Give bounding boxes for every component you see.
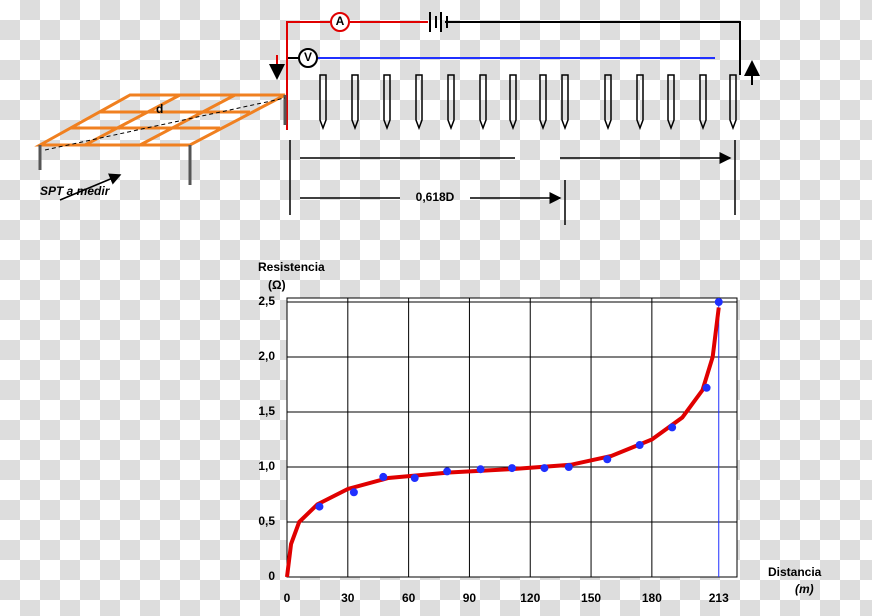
plot-area — [287, 298, 737, 577]
point — [508, 464, 516, 472]
point — [603, 455, 611, 463]
ammeter-label: A — [336, 14, 345, 28]
y-tick-label: 2,5 — [258, 294, 275, 308]
point — [636, 441, 644, 449]
x-tick-label: 120 — [520, 591, 540, 605]
point — [443, 467, 451, 475]
y-tick-label: 0 — [268, 569, 275, 583]
point — [703, 384, 711, 392]
page: A V d SPT a medir 0,618D Resistencia (Ω)… — [0, 0, 872, 616]
circuit — [40, 12, 752, 225]
x-tick-label: 60 — [402, 591, 416, 605]
point — [379, 473, 387, 481]
figure: A V d SPT a medir 0,618D Resistencia (Ω)… — [0, 0, 872, 616]
x-tick-label: 180 — [642, 591, 662, 605]
y-axis-label: Resistencia — [258, 260, 325, 274]
point — [315, 503, 323, 511]
x-axis-label: Distancia — [768, 565, 822, 579]
point — [715, 298, 723, 306]
point — [565, 463, 573, 471]
voltmeter-label: V — [304, 50, 312, 64]
x-tick-label: 0 — [284, 591, 291, 605]
y-tick-label: 2,0 — [258, 349, 275, 363]
grid-label: SPT a medir — [40, 184, 111, 198]
point — [477, 465, 485, 473]
y-tick-label: 1,5 — [258, 404, 275, 418]
x-axis-unit: (m) — [795, 582, 814, 596]
point — [411, 474, 419, 482]
x-tick-label: 150 — [581, 591, 601, 605]
x-tick-label: 213 — [709, 591, 729, 605]
x-tick-label: 90 — [463, 591, 477, 605]
point — [540, 464, 548, 472]
y-tick-label: 1,0 — [258, 459, 275, 473]
y-tick-label: 0,5 — [258, 514, 275, 528]
x-tick-label: 30 — [341, 591, 355, 605]
point — [350, 488, 358, 496]
point — [668, 423, 676, 431]
depth-label: d — [156, 102, 163, 116]
y-axis-unit: (Ω) — [268, 278, 286, 292]
distance-label: 0,618D — [416, 190, 455, 204]
